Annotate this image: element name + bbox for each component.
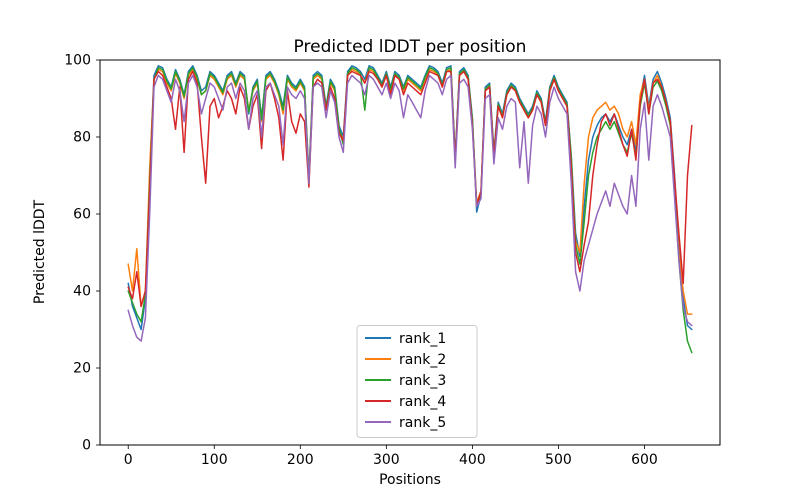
legend-label-rank_4: rank_4 bbox=[399, 394, 446, 410]
y-tick-label: 40 bbox=[73, 284, 91, 300]
x-tick-label: 300 bbox=[373, 452, 400, 468]
legend-label-rank_5: rank_5 bbox=[399, 415, 446, 431]
x-tick-label: 600 bbox=[631, 452, 658, 468]
series-line-rank_2 bbox=[127, 68, 693, 315]
plot-area: 0 100 200 300 400 500 600 0 20 40 60 80 100 rank_1ran… bbox=[64, 53, 721, 468]
x-tick-label: 500 bbox=[545, 452, 572, 468]
series-line-rank_1 bbox=[127, 65, 693, 331]
legend-label-rank_2: rank_2 bbox=[399, 352, 446, 368]
y-tick-label: 60 bbox=[73, 207, 91, 223]
y-tick-label: 100 bbox=[64, 53, 91, 69]
legend-label-rank_1: rank_1 bbox=[399, 331, 446, 347]
x-tick-label: 100 bbox=[201, 452, 228, 468]
legend-box bbox=[356, 325, 478, 438]
y-tick-label: 20 bbox=[73, 361, 91, 377]
series-line-rank_5 bbox=[127, 74, 693, 342]
legend-label-rank_3: rank_3 bbox=[399, 373, 446, 389]
y-axis-label: Predicted lDDT bbox=[32, 199, 48, 304]
y-tick-label: 0 bbox=[82, 438, 91, 454]
x-tick-label: 0 bbox=[124, 452, 133, 468]
x-tick-label: 400 bbox=[459, 452, 486, 468]
x-axis-label: Positions bbox=[379, 472, 441, 488]
y-tick-label: 80 bbox=[73, 130, 91, 146]
x-tick-label: 200 bbox=[287, 452, 314, 468]
series-line-rank_3 bbox=[127, 66, 693, 354]
chart-title: Predicted lDDT per position bbox=[294, 37, 527, 57]
